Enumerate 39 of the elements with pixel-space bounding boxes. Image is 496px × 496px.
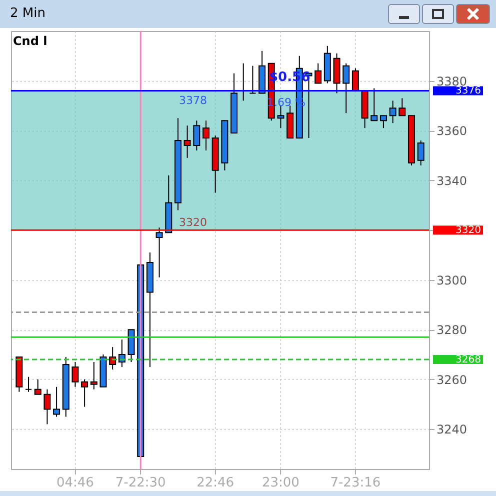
candlestick	[34, 378, 42, 395]
annotation: Cnd l	[13, 34, 48, 48]
candlestick	[202, 120, 210, 151]
candlestick	[90, 361, 98, 390]
candlestick	[277, 105, 284, 129]
y-tick-label: 3260	[436, 372, 468, 387]
x-tick-label: 7-22:30	[115, 476, 166, 490]
candlestick	[389, 100, 396, 124]
candlestick	[184, 125, 191, 158]
chart-title: 2 Min	[10, 6, 46, 21]
x-tick-label: 7-23:16	[330, 476, 381, 490]
candlestick	[380, 115, 387, 129]
candlestick	[72, 361, 79, 388]
y-tick-label: 3340	[436, 174, 468, 188]
candlestick	[44, 388, 51, 425]
candlestick	[81, 378, 88, 408]
candlestick	[193, 120, 200, 151]
candlestick	[25, 376, 32, 392]
ref-line-label: 3320	[456, 225, 481, 236]
y-tick-label: 3360	[436, 124, 468, 138]
annotation: 3378	[179, 94, 207, 107]
annotation: 3320	[179, 216, 207, 229]
y-tick-label: 3240	[436, 422, 468, 437]
candlestick	[53, 386, 60, 418]
y-tick-label: 3280	[436, 323, 468, 338]
ref-line-label: 3376	[456, 86, 481, 97]
candlestick	[398, 98, 406, 116]
y-tick-label: 3300	[436, 273, 468, 288]
ref-line-label: 3268	[456, 354, 481, 366]
candlestick	[352, 68, 359, 92]
candlestick	[342, 62, 350, 114]
candlestick	[370, 88, 378, 122]
candlestick	[314, 62, 322, 84]
candlestick	[249, 65, 256, 94]
x-tick-label: 04:46	[56, 476, 94, 490]
x-tick-label: 22:46	[196, 476, 234, 490]
candlestick	[417, 140, 424, 166]
candlestick	[156, 227, 163, 278]
x-tick-label: 23:00	[262, 476, 300, 490]
